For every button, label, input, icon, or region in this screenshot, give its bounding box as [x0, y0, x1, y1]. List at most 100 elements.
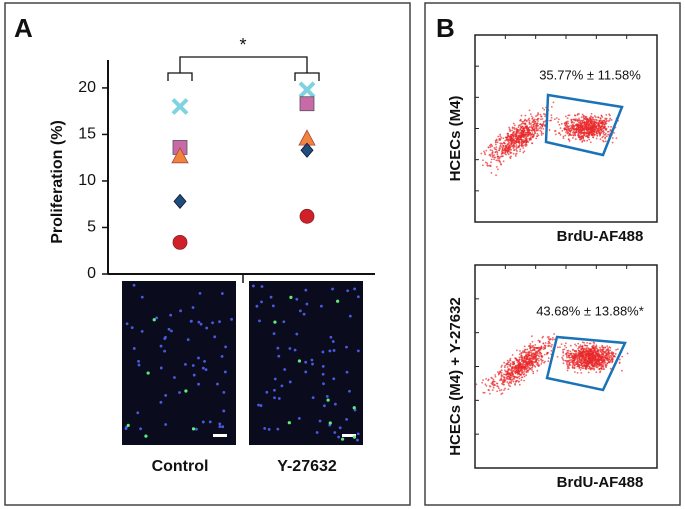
event-dot [520, 352, 523, 355]
event-dot [528, 123, 531, 126]
event-dot [511, 372, 514, 375]
event-dot [591, 359, 594, 362]
cell-nucleus [356, 295, 360, 299]
event-dot [582, 367, 585, 370]
event-dot [537, 134, 540, 137]
event-dot [487, 389, 490, 391]
event-dot [520, 125, 522, 128]
event-dot [542, 348, 545, 350]
event-dot [600, 355, 603, 358]
event-dot [570, 118, 573, 121]
event-dot [601, 346, 603, 348]
cell-nucleus [356, 432, 360, 436]
event-dot [489, 164, 492, 167]
event-dot [567, 354, 570, 357]
event-dot [491, 149, 494, 152]
event-dot [575, 344, 578, 347]
event-dot [587, 350, 590, 353]
event-dot [579, 368, 582, 371]
event-dot [602, 139, 604, 142]
event-dot [509, 157, 512, 160]
cell-nucleus [191, 364, 195, 367]
cell-proliferating [328, 421, 332, 425]
event-dot [602, 346, 605, 349]
cell-nucleus [140, 330, 144, 333]
event-dot [498, 156, 501, 158]
micrograph [122, 281, 236, 445]
event-dot [530, 335, 533, 338]
event-dot [576, 118, 579, 121]
event-dot [578, 117, 580, 120]
cell-nucleus [201, 366, 205, 370]
y-tick-label: 0 [87, 265, 96, 282]
event-dot [609, 349, 612, 352]
event-dot [500, 373, 503, 376]
cell-nucleus [220, 292, 224, 295]
cell-nucleus [273, 396, 276, 400]
event-dot [574, 343, 576, 346]
event-dot [570, 354, 573, 356]
event-dot [609, 367, 612, 370]
event-dot [532, 372, 535, 375]
panel-b-frame [424, 2, 681, 506]
event-dot [529, 344, 532, 347]
cell-nucleus [263, 426, 267, 430]
event-dot [537, 129, 540, 131]
event-dot [585, 362, 588, 364]
event-dot [582, 128, 585, 131]
event-dot [581, 345, 584, 348]
event-dot [613, 132, 615, 134]
event-dot [523, 379, 525, 382]
event-dot [533, 353, 536, 356]
event-dot [527, 118, 530, 121]
event-dot [522, 140, 525, 143]
event-dot [574, 354, 576, 356]
cell-nucleus [164, 394, 168, 397]
event-dot [593, 368, 596, 371]
event-dot [525, 356, 528, 358]
event-dot [557, 121, 560, 123]
event-dot [558, 123, 561, 126]
event-dot [509, 369, 512, 371]
event-dot [599, 122, 602, 125]
event-dot [602, 129, 605, 132]
event-dot [587, 367, 590, 370]
event-dot [525, 143, 527, 146]
event-dot [499, 135, 502, 138]
event-dot [515, 139, 518, 142]
event-dot [567, 134, 570, 137]
event-dot [515, 133, 518, 135]
panel-label: A [14, 13, 33, 43]
event-dot [587, 357, 590, 360]
event-dot [521, 125, 524, 128]
event-dot [580, 116, 583, 119]
event-dot [587, 348, 590, 350]
event-dot [485, 149, 488, 152]
event-dot [575, 127, 578, 130]
event-dot [525, 358, 528, 361]
event-dot [509, 385, 512, 388]
event-dot [584, 365, 587, 368]
event-dot [592, 136, 594, 139]
event-dot [583, 133, 586, 136]
event-dot [532, 347, 535, 349]
cell-nucleus [273, 377, 277, 381]
event-dot [599, 371, 601, 374]
event-dot [603, 133, 606, 136]
event-dot [509, 357, 512, 360]
event-dot [519, 131, 522, 134]
event-dot [572, 367, 574, 369]
event-dot [537, 124, 540, 127]
event-dot [572, 352, 575, 355]
event-dot [577, 121, 580, 124]
event-dot [492, 378, 495, 381]
event-dot [604, 136, 607, 139]
cell-proliferating [297, 359, 302, 363]
cell-nucleus [223, 370, 227, 374]
cell-nucleus [192, 373, 196, 377]
event-dot [559, 346, 561, 349]
cell-nucleus [257, 403, 260, 407]
marker-circle [299, 208, 315, 224]
event-dot [519, 119, 522, 122]
event-dot [548, 342, 551, 345]
